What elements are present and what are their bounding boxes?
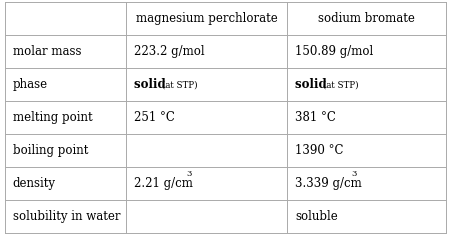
Text: (at STP): (at STP) (162, 80, 198, 89)
Text: melting point: melting point (13, 111, 92, 124)
Text: density: density (13, 177, 55, 190)
Text: magnesium perchlorate: magnesium perchlorate (136, 12, 278, 25)
Text: 381 °C: 381 °C (295, 111, 336, 124)
Text: (at STP): (at STP) (323, 80, 359, 89)
Text: 3.339 g/cm: 3.339 g/cm (295, 177, 362, 190)
Text: solid: solid (295, 78, 331, 91)
Text: soluble: soluble (295, 210, 338, 223)
Text: 2.21 g/cm: 2.21 g/cm (134, 177, 193, 190)
Text: 3: 3 (352, 170, 357, 178)
Text: solubility in water: solubility in water (13, 210, 120, 223)
Text: 251 °C: 251 °C (134, 111, 175, 124)
Text: 150.89 g/mol: 150.89 g/mol (295, 45, 374, 58)
Text: molar mass: molar mass (13, 45, 81, 58)
Text: solid: solid (134, 78, 170, 91)
Text: sodium bromate: sodium bromate (318, 12, 415, 25)
Text: 1390 °C: 1390 °C (295, 144, 344, 157)
Text: phase: phase (13, 78, 48, 91)
Text: boiling point: boiling point (13, 144, 88, 157)
Text: 223.2 g/mol: 223.2 g/mol (134, 45, 205, 58)
Text: 3: 3 (186, 170, 191, 178)
